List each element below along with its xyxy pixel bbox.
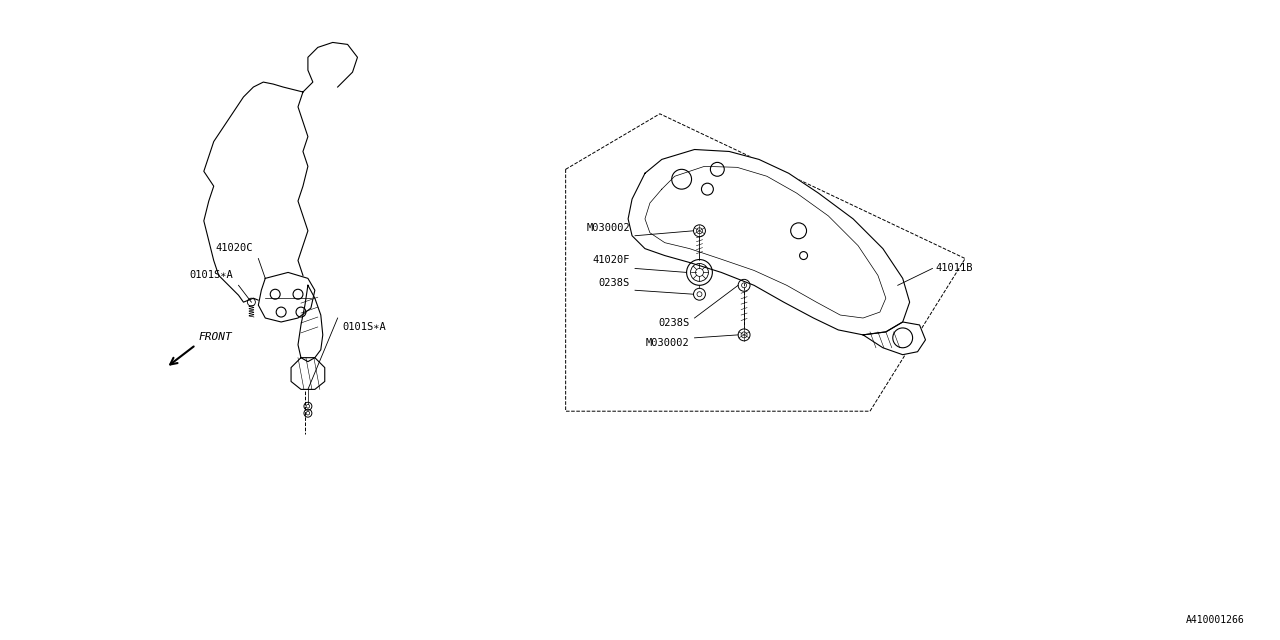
Text: 0101S∗A: 0101S∗A — [189, 270, 233, 280]
Polygon shape — [863, 322, 925, 355]
Text: 0238S: 0238S — [658, 318, 690, 328]
Text: 41011B: 41011B — [936, 264, 973, 273]
Text: A410001266: A410001266 — [1187, 615, 1244, 625]
Text: FRONT: FRONT — [198, 332, 233, 342]
Polygon shape — [259, 273, 315, 322]
Text: 41020F: 41020F — [593, 255, 630, 266]
Polygon shape — [298, 285, 323, 362]
Text: 0238S: 0238S — [599, 278, 630, 288]
Text: M030002: M030002 — [586, 223, 630, 233]
Text: 41020C: 41020C — [216, 243, 253, 253]
Polygon shape — [291, 358, 325, 389]
Polygon shape — [628, 150, 910, 335]
Text: M030002: M030002 — [646, 338, 690, 348]
Text: 0101S∗A: 0101S∗A — [343, 322, 387, 332]
